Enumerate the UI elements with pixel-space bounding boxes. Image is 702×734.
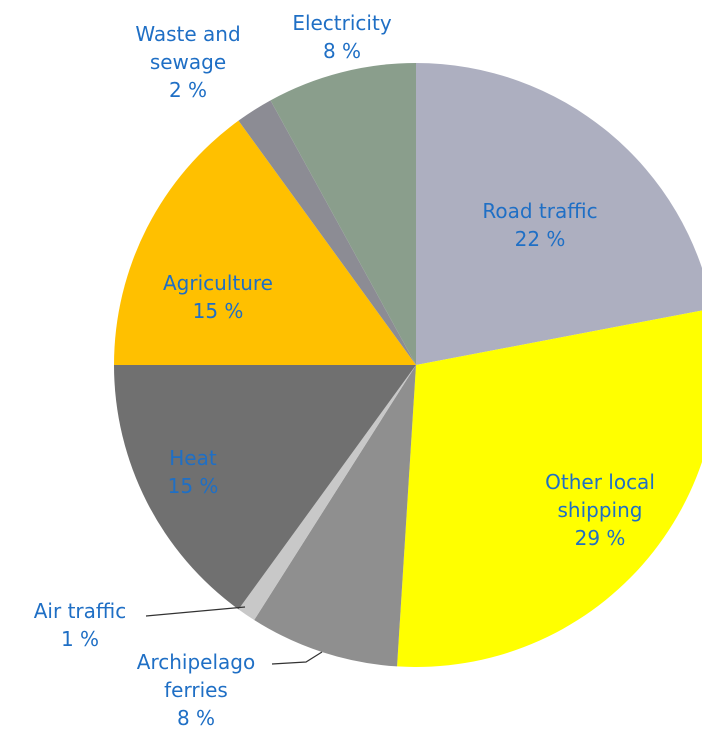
slice [114, 120, 416, 365]
slice [397, 310, 702, 667]
slice [254, 365, 416, 667]
slice-label: Heat 15 % [133, 444, 253, 500]
category-name: Road traffic [482, 199, 598, 223]
category-name: Heat [169, 446, 217, 470]
category-name: Air traffic [33, 599, 127, 623]
category-name: Other local shipping [545, 470, 655, 522]
slice-label: Road traffic 22 % [450, 197, 630, 253]
category-name: Agriculture [163, 271, 273, 295]
slice [270, 62, 416, 365]
leader-line [145, 606, 246, 617]
value-label: 8 % [322, 39, 362, 63]
slice [238, 100, 416, 366]
slice-label: Waste and sewage 2 % [118, 20, 258, 104]
slice [113, 365, 416, 610]
category-name: Archipelago ferries [136, 650, 256, 702]
slice-label: Air traffic 1 % [15, 597, 145, 653]
leader-line [271, 651, 323, 665]
value-label: 15 % [192, 299, 244, 323]
slice [416, 63, 702, 365]
category-name: Waste and sewage [135, 22, 241, 74]
value-label: 29 % [574, 526, 626, 550]
slice-label: Agriculture 15 % [133, 269, 303, 325]
value-label: 2 % [168, 78, 208, 102]
category-name: Electricity [292, 11, 392, 35]
value-label: 1 % [60, 627, 100, 651]
slice-label: Electricity 8 % [262, 9, 422, 65]
value-label: 15 % [167, 474, 219, 498]
slice [238, 365, 416, 620]
slice-label: Archipelago ferries 8 % [126, 648, 266, 732]
slice-label: Other local shipping 29 % [525, 468, 675, 552]
value-label: 8 % [176, 706, 216, 730]
value-label: 22 % [514, 227, 566, 251]
